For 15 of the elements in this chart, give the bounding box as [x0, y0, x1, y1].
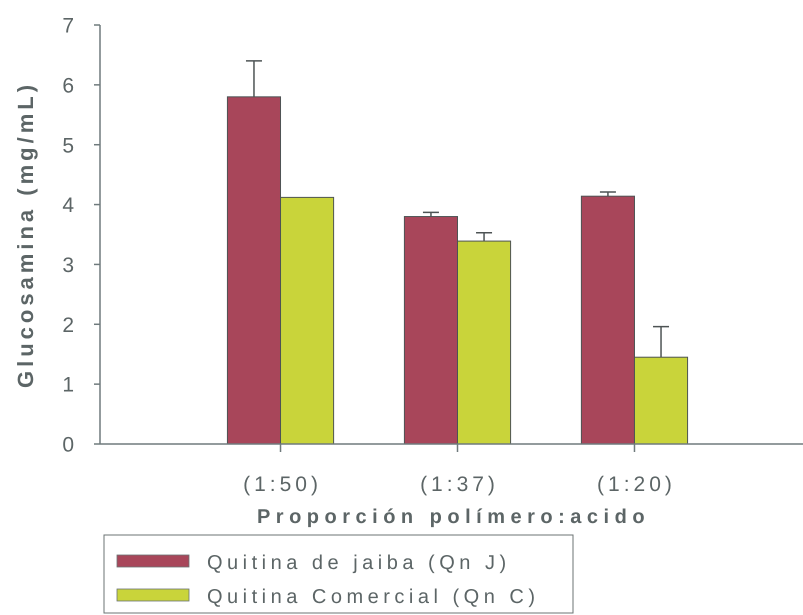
y-tick-label: 5 [62, 134, 74, 158]
x-axis-title: Proporción polímero:acido [256, 506, 650, 528]
y-tick-label: 6 [62, 74, 74, 98]
legend-label: Quitina de jaiba (Qn J) [207, 552, 511, 574]
legend-label: Quitina Comercial (Qn C) [207, 586, 540, 608]
y-tick-label: 2 [62, 314, 74, 337]
y-tick-label: 4 [62, 194, 74, 218]
x-tick-label: (1:20) [597, 473, 676, 496]
y-tick-label: 3 [62, 254, 74, 277]
y-tick-label: 0 [62, 434, 74, 457]
y-axis-title: Glucosamina (mg/mL) [13, 80, 38, 388]
y-tick-label: 1 [62, 374, 74, 397]
x-tick-label: (1:50) [243, 473, 322, 496]
y-tick-label: 7 [62, 14, 74, 38]
x-tick-label: (1:37) [420, 473, 499, 496]
